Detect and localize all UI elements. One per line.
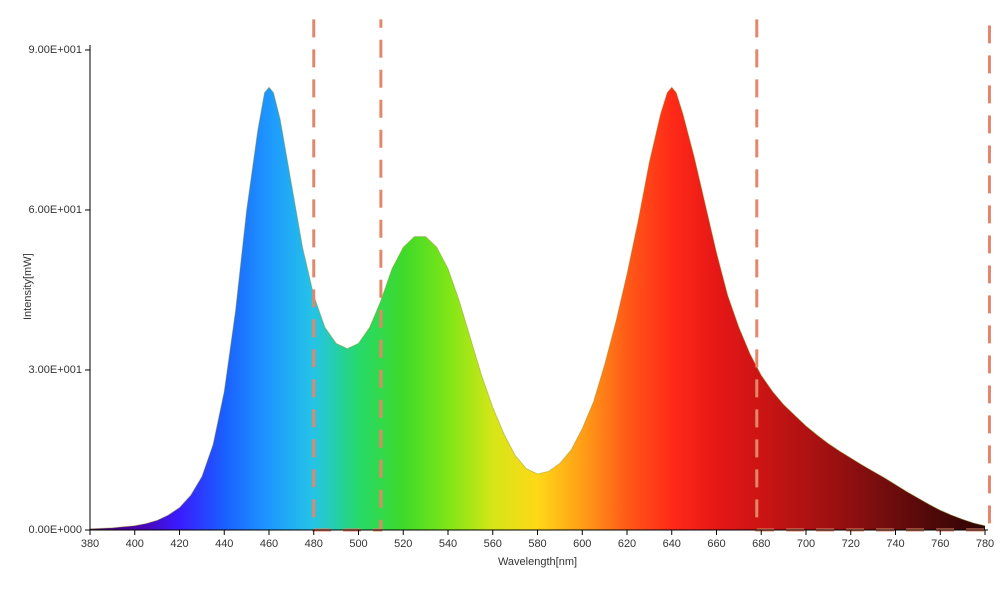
x-tick-label: 460 — [260, 538, 278, 550]
y-tick-label: 9.00E+001 — [12, 44, 82, 56]
x-tick-label: 680 — [752, 538, 770, 550]
chart-svg — [0, 0, 1000, 600]
x-tick-label: 560 — [484, 538, 502, 550]
x-tick-label: 700 — [797, 538, 815, 550]
y-tick-label: 3.00E+001 — [12, 364, 82, 376]
x-tick-label: 740 — [886, 538, 904, 550]
x-tick-label: 520 — [394, 538, 412, 550]
y-axis-title: Intensity[mW] — [22, 253, 34, 320]
y-tick-label: 0.00E+000 — [12, 524, 82, 536]
spectrum-chart: Intensity[mW] Wavelength[nm] 380 400 420 44… — [0, 0, 1000, 600]
x-tick-label: 620 — [618, 538, 636, 550]
y-tick-label: 6.00E+001 — [12, 204, 82, 216]
x-tick-label: 580 — [528, 538, 546, 550]
x-axis-title: Wavelength[nm] — [498, 556, 577, 568]
x-tick-label: 720 — [842, 538, 860, 550]
x-tick-label: 500 — [349, 538, 367, 550]
x-tick-label: 780 — [976, 538, 994, 550]
x-tick-label: 540 — [439, 538, 457, 550]
x-tick-label: 440 — [215, 538, 233, 550]
x-tick-label: 480 — [305, 538, 323, 550]
x-tick-label: 760 — [931, 538, 949, 550]
x-tick-label: 640 — [663, 538, 681, 550]
x-tick-label: 420 — [170, 538, 188, 550]
x-tick-label: 660 — [707, 538, 725, 550]
x-tick-label: 380 — [81, 538, 99, 550]
x-tick-label: 600 — [573, 538, 591, 550]
x-tick-label: 400 — [126, 538, 144, 550]
